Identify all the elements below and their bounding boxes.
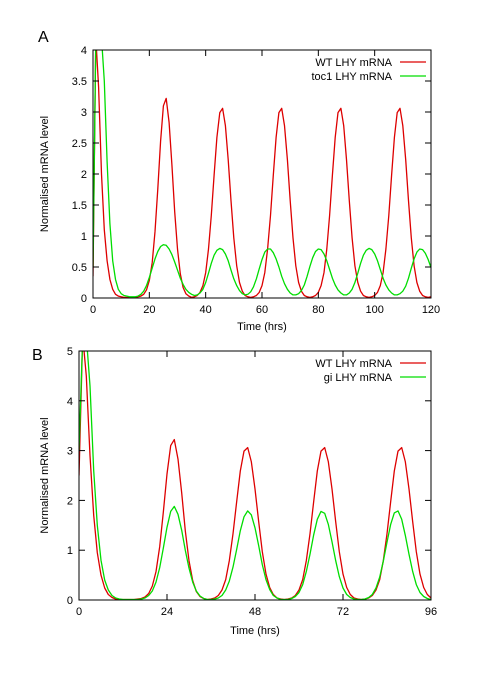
panel-a-chart: 0 20 40 60 80 100 120 0 0.5 1 1.5 2 2.5 3 3.5 4 Time (hr…	[38, 29, 440, 333]
y-tick-label: 5	[67, 346, 73, 358]
x-tick-label: 48	[249, 606, 261, 618]
x-tick-label: 80	[312, 304, 324, 316]
x-tick-label: 40	[200, 304, 212, 316]
y-tick-label: 3	[67, 446, 73, 458]
y-tick-label: 4	[81, 45, 87, 57]
legend-label: WT LHY mRNA	[315, 358, 392, 370]
legend-label: WT LHY mRNA	[315, 57, 392, 69]
series-line-2	[93, 50, 431, 298]
x-tick-label: 60	[256, 304, 268, 316]
y-tick-label: 1.5	[72, 200, 87, 212]
x-tick-label: 96	[425, 606, 437, 618]
y-tick-label: 1	[67, 545, 73, 557]
y-tick-label: 0.5	[72, 262, 87, 274]
legend-label: toc1 LHY mRNA	[312, 71, 393, 83]
y-tick-label: 2.5	[72, 138, 87, 150]
x-tick-label: 0	[76, 606, 82, 618]
x-axis-label: Time (hrs)	[237, 321, 287, 333]
y-axis-label: Normalised mRNA level	[39, 116, 51, 232]
y-tick-label: 2	[67, 495, 73, 507]
x-tick-label: 120	[422, 304, 440, 316]
y-tick-label: 0	[81, 293, 87, 305]
x-tick-label: 72	[337, 606, 349, 618]
x-axis-label: Time (hrs)	[230, 625, 280, 637]
y-tick-label: 1	[81, 231, 87, 243]
y-axis-label: Normalised mRNA level	[39, 417, 51, 533]
x-tick-label: 24	[161, 606, 173, 618]
y-tick-label: 0	[67, 595, 73, 607]
x-tick-label: 100	[365, 304, 383, 316]
x-tick-label: 0	[90, 304, 96, 316]
panel-label: B	[32, 347, 43, 364]
plot-frame	[78, 350, 432, 601]
x-tick-label: 20	[143, 304, 155, 316]
legend-label: gi LHY mRNA	[324, 372, 393, 384]
panel-label: A	[38, 29, 49, 46]
y-tick-label: 3.5	[72, 76, 87, 88]
y-tick-label: 2	[81, 169, 87, 181]
panel-b-chart: 0 24 48 72 96 0 1 2 3 4 5 Time (hrs) Normalised mRNA…	[32, 346, 437, 637]
y-tick-label: 4	[67, 396, 73, 408]
y-tick-label: 3	[81, 107, 87, 119]
